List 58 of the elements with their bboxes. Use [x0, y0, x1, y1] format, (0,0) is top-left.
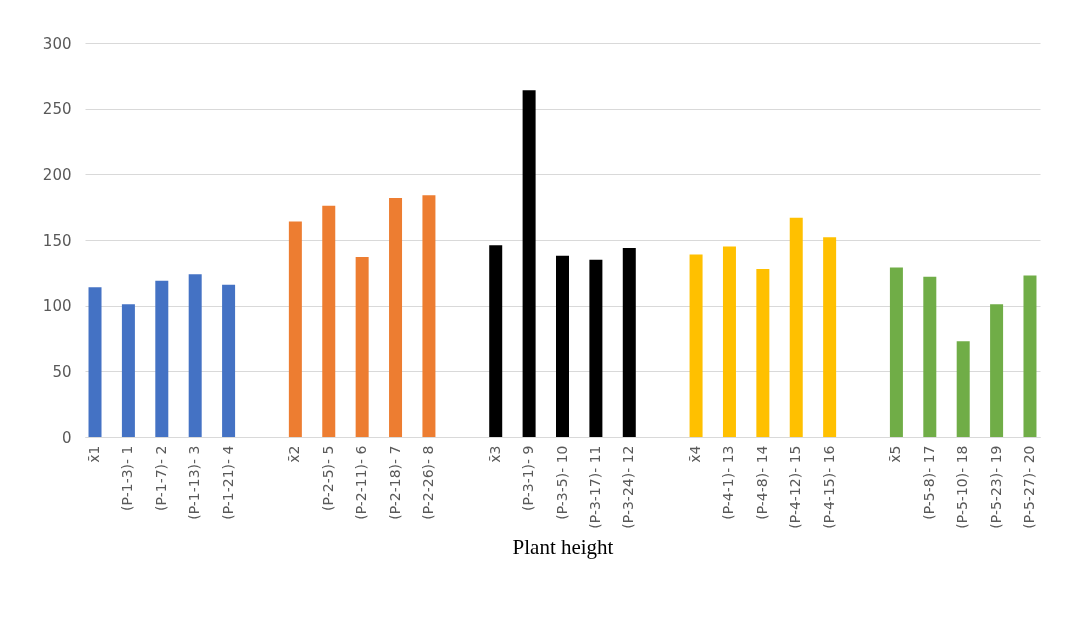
y-tick-label: 200: [42, 165, 72, 184]
x-tick-label: (P-2-18)- 7: [386, 445, 403, 520]
x-tick-label: x̄5: [887, 445, 904, 463]
y-tick-label: 300: [42, 34, 72, 53]
x-tick-label: (P-1-21)- 4: [219, 445, 236, 520]
bar: [923, 276, 937, 437]
x-axis-title: Plant height: [512, 534, 614, 559]
x-tick-label: (P-4-1)- 13: [720, 445, 737, 520]
x-tick-label: (P-3-24)- 12: [620, 445, 637, 529]
x-tick-label: (P-1-13)- 3: [186, 445, 203, 520]
bar: [889, 267, 903, 437]
bar: [722, 246, 736, 437]
x-tick-label: (P-3-1)- 9: [520, 445, 537, 511]
x-tick-label: x̄4: [687, 445, 704, 463]
bar: [355, 257, 369, 437]
x-tick-label: x̄1: [86, 445, 103, 463]
bar: [1023, 275, 1037, 437]
bar: [121, 304, 135, 437]
bar: [622, 247, 636, 437]
bar: [556, 255, 569, 437]
y-tick-label: 250: [42, 100, 72, 119]
x-tick-label: x̄3: [486, 445, 503, 463]
bar: [689, 254, 703, 437]
bar: [956, 341, 970, 437]
x-tick-label: (P-3-17)- 11: [586, 445, 603, 529]
x-tick-label: x̄2: [286, 445, 303, 463]
bar: [389, 197, 403, 437]
bar: [823, 237, 837, 437]
bar: [88, 287, 102, 437]
y-tick-label: 150: [42, 231, 72, 250]
bar: [422, 195, 436, 437]
bar: [589, 259, 603, 437]
x-tick-label: (P-5-23)- 19: [987, 445, 1004, 529]
x-tick-label: (P-4-12)- 15: [787, 445, 804, 529]
bar: [322, 205, 336, 437]
y-tick-label: 100: [42, 297, 72, 316]
bar: [188, 274, 202, 437]
bar: [522, 90, 536, 437]
x-tick-label: (P-2-11)- 6: [353, 445, 370, 520]
x-tick-label: (P-5-27)- 20: [1020, 445, 1037, 529]
bar: [990, 304, 1004, 437]
bar: [489, 245, 503, 437]
x-tick-label: (P-1-7)- 2: [152, 445, 169, 511]
bar: [288, 221, 302, 437]
bar: [155, 280, 169, 437]
y-tick-label: 50: [52, 362, 72, 381]
x-tick-label: (P-1-3)- 1: [119, 445, 136, 511]
x-tick-label: (P-5-8)- 17: [920, 445, 937, 520]
x-tick-label: (P-5-10)- 18: [954, 445, 971, 529]
bar: [756, 268, 770, 437]
bar: [789, 217, 803, 437]
x-tick-label: (P-4-15)- 16: [820, 445, 837, 529]
x-tick-label: (P-4-8)- 14: [753, 445, 770, 520]
bar: [222, 284, 236, 437]
x-tick-label: (P-2-26)- 8: [419, 445, 436, 520]
x-tick-label: (P-2-5)- 5: [319, 445, 336, 511]
x-tick-label: (P-3-5)- 10: [553, 445, 570, 520]
y-tick-label: 0: [61, 428, 72, 447]
